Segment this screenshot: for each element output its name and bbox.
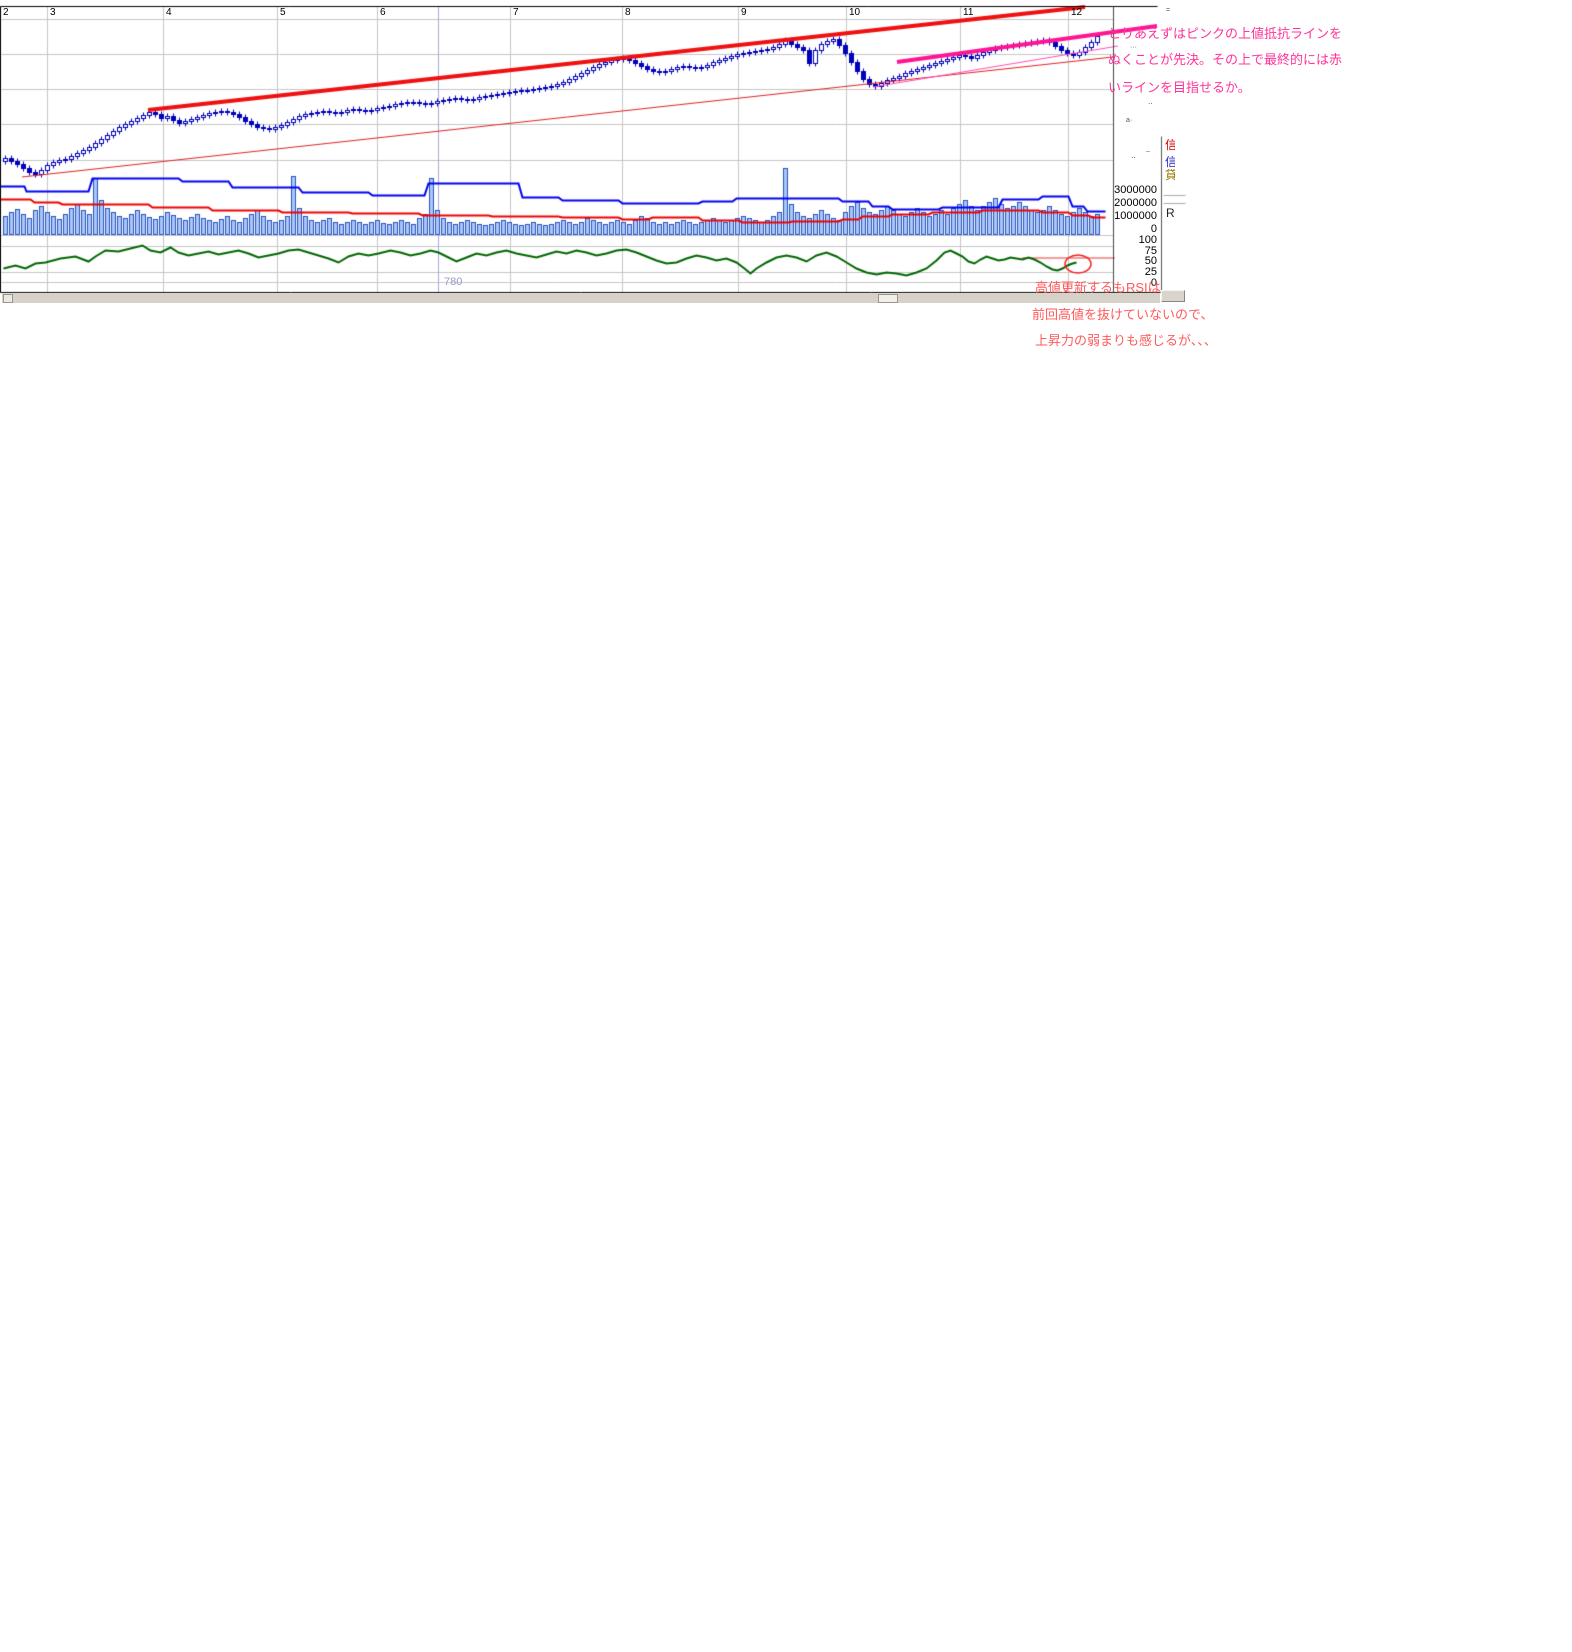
month-tick-label: 9 bbox=[741, 7, 747, 18]
month-tick-label: 12 bbox=[1071, 7, 1083, 18]
clipped-legend-text: R bbox=[1166, 207, 1175, 220]
horizontal-scrollbar[interactable] bbox=[2, 293, 1160, 303]
clipped-legend-text: 信 bbox=[1165, 139, 1175, 152]
right-axis-tick-label: 0 bbox=[1150, 277, 1157, 289]
right-axis-tick-label: 25 bbox=[1144, 266, 1157, 278]
stray-fragment: ‥ bbox=[1131, 153, 1136, 160]
right-axis-tick-label: 0 bbox=[1150, 223, 1157, 235]
month-tick-label: 8 bbox=[625, 7, 631, 18]
right-axis-tick-label: 3000000 bbox=[1114, 184, 1157, 196]
stray-fragment: ··· bbox=[1130, 44, 1137, 51]
cursor-value-label: 780 bbox=[444, 276, 463, 288]
scrollbar-end-box[interactable] bbox=[1161, 290, 1185, 302]
annotation-red-line2: 前回高値を抜けていないので、 bbox=[1032, 307, 1214, 322]
month-tick-label: 4 bbox=[166, 7, 172, 18]
annotation-red-line1: 高値更新するもRSIは bbox=[1035, 280, 1161, 295]
annotation-pink-line3: いラインを目指せるか。 bbox=[1108, 80, 1251, 95]
month-tick-label: 2 bbox=[3, 7, 9, 18]
stray-fragment: ~ bbox=[1146, 149, 1151, 156]
right-axis-tick-label: 50 bbox=[1144, 255, 1157, 267]
month-tick-label: 3 bbox=[50, 7, 56, 18]
stray-fragment: ‥ bbox=[1148, 99, 1153, 106]
scrollbar-left-button[interactable] bbox=[3, 294, 13, 303]
annotation-pink-line1: とりあえずはピンクの上値抵抗ラインを bbox=[1108, 26, 1343, 41]
month-tick-label: 5 bbox=[280, 7, 286, 18]
right-axis-tick-label: 2000000 bbox=[1114, 197, 1157, 209]
right-axis-tick-label: 75 bbox=[1144, 245, 1157, 257]
month-tick-label: 7 bbox=[513, 7, 519, 18]
right-axis-tick-label: 1000000 bbox=[1114, 210, 1157, 222]
annotation-red-line3: 上昇力の弱まりも感じるが、、、 bbox=[1035, 333, 1217, 348]
month-tick-label: 11 bbox=[963, 7, 974, 18]
month-tick-label: 10 bbox=[849, 7, 861, 18]
annotation-pink-line2: ぬくことが先決。その上で最終的には赤 bbox=[1108, 52, 1343, 67]
month-tick-label: 6 bbox=[380, 7, 386, 18]
clipped-legend-text: 貸 bbox=[1165, 169, 1175, 182]
right-axis-tick-label: 100 bbox=[1138, 234, 1157, 246]
scrollbar-thumb[interactable] bbox=[878, 294, 898, 303]
clipped-legend-text: 信 bbox=[1165, 156, 1175, 169]
stray-fragment: = bbox=[1166, 7, 1171, 14]
stock-chart-canvas[interactable] bbox=[0, 0, 1220, 312]
stray-fragment: a· bbox=[1126, 117, 1133, 124]
